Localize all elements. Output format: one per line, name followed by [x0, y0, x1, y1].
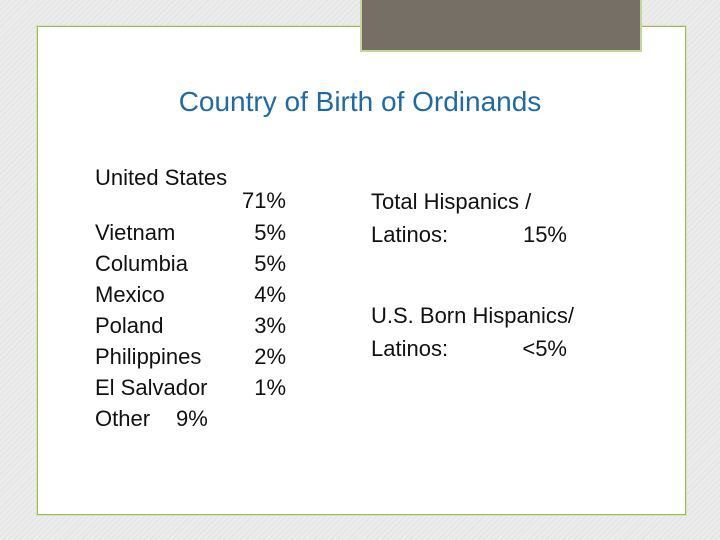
country-label: Poland — [95, 313, 164, 338]
country-share: 2% — [254, 344, 286, 369]
summary-value: 15% — [522, 222, 567, 247]
country-share: 1% — [254, 375, 286, 400]
summary-heading: U.S. Born Hispanics/ — [371, 303, 574, 328]
slide-title: Country of Birth of Ordinands — [178, 86, 542, 117]
summary-value: <5% — [522, 336, 567, 361]
country-label: Mexico — [95, 282, 165, 307]
country-share: 71% — [241, 188, 286, 213]
summary-label: Latinos: — [371, 336, 449, 361]
country-share: 9% — [176, 406, 208, 431]
country-label: United States — [95, 165, 228, 190]
country-label: Philippines — [95, 344, 202, 369]
country-share: 4% — [254, 282, 286, 307]
country-label: Vietnam — [95, 220, 176, 245]
country-label: Columbia — [95, 251, 188, 276]
country-label: El Salvador — [95, 375, 208, 400]
summary-label: Latinos: — [371, 222, 449, 247]
country-label: Other — [95, 406, 151, 431]
summary-heading: Total Hispanics / — [371, 189, 532, 214]
header-tab — [360, 0, 642, 52]
country-share: 3% — [254, 313, 286, 338]
country-share: 5% — [254, 220, 286, 245]
slide-panel — [37, 26, 686, 515]
country-share: 5% — [254, 251, 286, 276]
